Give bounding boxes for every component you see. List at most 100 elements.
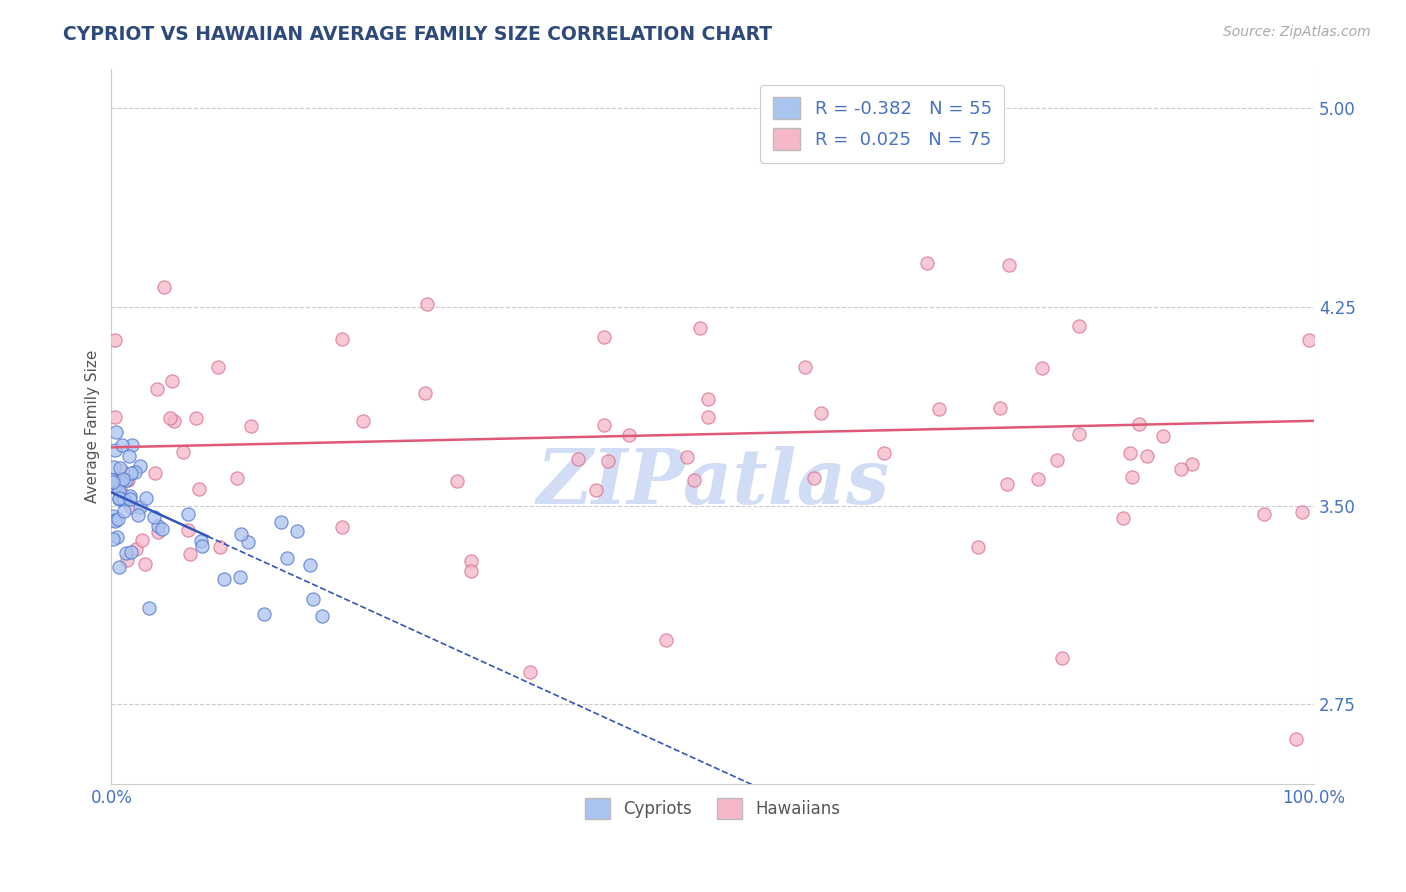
Point xyxy=(1291,505,1313,519)
Point xyxy=(998,258,1021,272)
Point xyxy=(682,473,704,487)
Point xyxy=(1152,428,1174,442)
Point xyxy=(212,572,235,586)
Point xyxy=(108,461,131,475)
Point xyxy=(120,545,142,559)
Point xyxy=(352,414,374,428)
Point xyxy=(148,519,170,533)
Point xyxy=(1031,361,1053,376)
Point xyxy=(104,514,127,528)
Point xyxy=(177,507,200,521)
Point xyxy=(107,480,129,494)
Point xyxy=(1067,319,1090,334)
Point xyxy=(107,512,129,526)
Point xyxy=(143,509,166,524)
Point xyxy=(208,540,231,554)
Point xyxy=(104,442,127,457)
Point xyxy=(101,473,124,487)
Point xyxy=(240,419,263,434)
Point xyxy=(593,417,616,432)
Point xyxy=(460,564,482,578)
Point xyxy=(117,473,139,487)
Point xyxy=(134,557,156,571)
Point xyxy=(1069,427,1091,442)
Point xyxy=(302,591,325,606)
Point xyxy=(101,509,124,524)
Legend: Cypriots, Hawaiians: Cypriots, Hawaiians xyxy=(578,792,848,825)
Point xyxy=(108,484,131,499)
Point xyxy=(118,449,141,463)
Point xyxy=(1050,651,1073,665)
Point xyxy=(988,401,1011,415)
Point xyxy=(567,452,589,467)
Point xyxy=(207,360,229,375)
Point xyxy=(253,607,276,622)
Point xyxy=(179,547,201,561)
Point xyxy=(228,570,250,584)
Point xyxy=(103,460,125,475)
Point xyxy=(107,476,129,491)
Point xyxy=(120,500,142,514)
Point xyxy=(108,474,131,488)
Point xyxy=(111,464,134,478)
Point xyxy=(810,406,832,420)
Point xyxy=(112,492,135,507)
Point xyxy=(127,508,149,523)
Point xyxy=(129,458,152,473)
Point xyxy=(111,492,134,507)
Point xyxy=(966,540,988,554)
Point xyxy=(104,409,127,424)
Point xyxy=(1285,731,1308,746)
Point xyxy=(190,533,212,548)
Point xyxy=(115,473,138,487)
Point xyxy=(163,414,186,428)
Point xyxy=(105,529,128,543)
Point xyxy=(413,386,436,401)
Point xyxy=(803,471,825,485)
Point xyxy=(146,382,169,396)
Point xyxy=(143,467,166,481)
Point xyxy=(128,500,150,514)
Point xyxy=(1298,333,1320,347)
Point xyxy=(120,489,142,503)
Point xyxy=(1170,462,1192,476)
Point xyxy=(1135,449,1157,463)
Y-axis label: Average Family Size: Average Family Size xyxy=(86,350,100,503)
Point xyxy=(103,533,125,547)
Point xyxy=(1121,470,1143,484)
Point xyxy=(676,450,699,465)
Point xyxy=(117,553,139,567)
Point xyxy=(120,466,142,480)
Point xyxy=(696,392,718,406)
Point xyxy=(187,482,209,496)
Point xyxy=(915,256,938,270)
Point xyxy=(585,483,607,497)
Point xyxy=(104,333,127,347)
Text: CYPRIOT VS HAWAIIAN AVERAGE FAMILY SIZE CORRELATION CHART: CYPRIOT VS HAWAIIAN AVERAGE FAMILY SIZE … xyxy=(63,25,772,44)
Point xyxy=(1119,446,1142,460)
Point xyxy=(928,402,950,417)
Point xyxy=(135,491,157,505)
Point xyxy=(298,558,321,572)
Point xyxy=(619,428,641,442)
Point xyxy=(592,330,614,344)
Point xyxy=(159,410,181,425)
Point xyxy=(131,533,153,548)
Point xyxy=(160,375,183,389)
Point xyxy=(115,546,138,560)
Point xyxy=(1181,457,1204,471)
Point xyxy=(460,554,482,568)
Point xyxy=(236,535,259,549)
Point xyxy=(186,411,208,425)
Point xyxy=(1112,510,1135,524)
Point xyxy=(146,525,169,540)
Point xyxy=(794,360,817,375)
Point xyxy=(330,520,353,534)
Text: Source: ZipAtlas.com: Source: ZipAtlas.com xyxy=(1223,25,1371,39)
Point xyxy=(270,515,292,529)
Point xyxy=(229,527,252,541)
Point xyxy=(124,541,146,556)
Point xyxy=(416,297,439,311)
Point xyxy=(596,454,619,468)
Point xyxy=(873,446,896,460)
